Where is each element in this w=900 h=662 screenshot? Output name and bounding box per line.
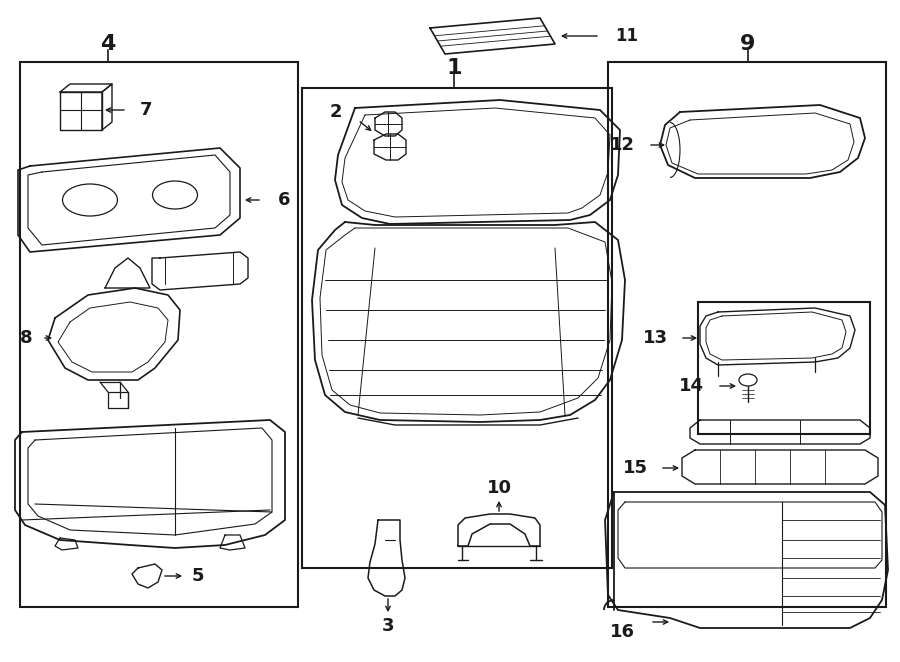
Bar (302, 88, 612, 568)
Bar (698, 302, 870, 434)
Text: 11: 11 (615, 27, 638, 45)
Text: 9: 9 (741, 34, 756, 54)
Text: 7: 7 (140, 101, 152, 119)
Text: 6: 6 (278, 191, 291, 209)
Text: 3: 3 (382, 617, 394, 635)
Text: 13: 13 (643, 329, 668, 347)
Text: 14: 14 (679, 377, 704, 395)
Text: 5: 5 (192, 567, 204, 585)
Bar (608, 62, 886, 607)
Text: 8: 8 (20, 329, 32, 347)
Text: 15: 15 (623, 459, 648, 477)
Text: 1: 1 (446, 58, 462, 78)
Bar (20, 62, 298, 607)
Text: 2: 2 (329, 103, 342, 121)
Text: 16: 16 (610, 623, 635, 641)
Text: 10: 10 (487, 479, 511, 497)
Text: 4: 4 (100, 34, 116, 54)
Text: 12: 12 (610, 136, 635, 154)
